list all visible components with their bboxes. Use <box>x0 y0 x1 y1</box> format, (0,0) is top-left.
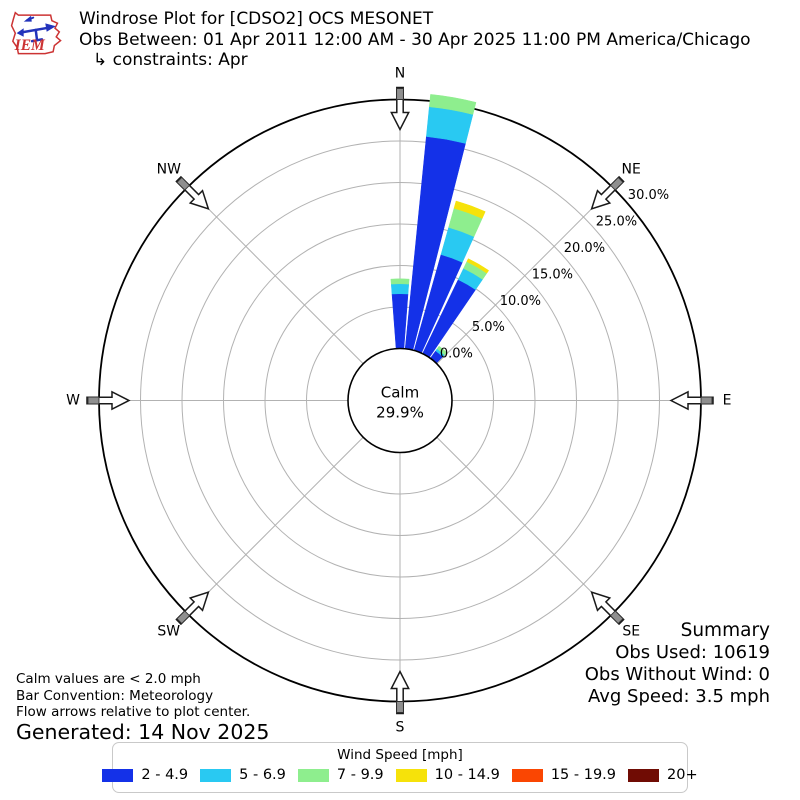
flow-arrow-tail-icon <box>609 176 624 191</box>
legend-label: 2 - 4.9 <box>141 767 189 783</box>
summary-block: Summary Obs Used: 10619 Obs Without Wind… <box>585 620 770 708</box>
flow-arrow-tail-icon <box>176 610 191 625</box>
wind-bar-segment <box>466 258 490 274</box>
flow-arrow-tail-icon <box>396 88 404 100</box>
flow-arrow-tail-icon <box>609 610 624 625</box>
calm-label: Calm <box>381 384 419 402</box>
avg-speed-value: 3.5 mph <box>695 686 770 707</box>
flow-arrow-tail-icon <box>87 396 100 405</box>
legend-swatch-icon <box>200 768 232 782</box>
legend-swatch-icon <box>102 768 134 782</box>
legend-label: 5 - 6.9 <box>239 767 286 783</box>
generated-date: Generated: 14 Nov 2025 <box>16 719 270 744</box>
compass-label-w: W <box>66 393 80 409</box>
summary-row-obs-without-wind: Obs Without Wind: 0 <box>584 664 770 685</box>
legend-swatch-icon <box>511 768 543 782</box>
summary-row-obs-used: Obs Used: 10619 <box>615 642 770 663</box>
obs-range-subtitle: Obs Between: 01 Apr 2011 12:00 AM - 30 A… <box>79 29 751 50</box>
radial-tick-label: 0.0% <box>440 347 473 362</box>
legend-label: 10 - 14.9 <box>434 767 500 783</box>
flow-arrows-note: Flow arrows relative to plot center. <box>16 704 251 720</box>
legend-label: 15 - 19.9 <box>550 767 617 783</box>
grid-spoke <box>186 436 364 614</box>
radial-tick-label: 25.0% <box>596 215 637 230</box>
legend-items-row: 2 - 4.9 5 - 6.9 7 - 9.9 10 - 14.9 15 - 19.9 2… <box>102 767 698 783</box>
legend-swatch-icon <box>628 768 660 782</box>
wind-speed-legend: Wind Speed [mph] 2 - 4.9 5 - 6.9 7 - 9.9 10… <box>102 742 698 793</box>
legend-swatch-icon <box>297 768 329 782</box>
legend-item: 10 - 14.9 <box>395 767 500 783</box>
legend-item: 20+ <box>628 767 698 783</box>
compass-label-n: N <box>395 66 405 82</box>
wind-bar-segment <box>391 293 409 349</box>
header: Windrose Plot for [CDSO2] OCS MESONET Ob… <box>79 9 751 71</box>
page-title: Windrose Plot for [CDSO2] OCS MESONET <box>79 9 434 29</box>
iem-logo: IEM <box>10 11 62 55</box>
summary-title: Summary <box>680 620 770 641</box>
wind-bar-segment <box>436 345 448 356</box>
legend-item: 5 - 6.9 <box>200 767 286 783</box>
flow-arrow-tail-icon <box>176 176 191 191</box>
radial-tick-label: 5.0% <box>472 320 505 335</box>
legend-item: 7 - 9.9 <box>297 767 384 783</box>
wind-bar-segment <box>390 283 410 295</box>
legend-item: 2 - 4.9 <box>102 767 188 783</box>
radial-tick-label: 10.0% <box>500 294 541 309</box>
compass-label-ne: NE <box>622 161 641 177</box>
iem-logo-text: IEM <box>14 37 46 54</box>
grid-spoke <box>186 187 364 365</box>
radial-tick-label: 30.0% <box>628 188 669 203</box>
constraints-line: ↳ constraints: Apr <box>93 50 248 70</box>
compass-label-e: E <box>723 393 732 409</box>
notes-block: Calm values are < 2.0 mph Bar Convention… <box>16 671 270 744</box>
legend-title: Wind Speed [mph] <box>337 747 463 763</box>
radial-tick-label: 15.0% <box>532 267 573 282</box>
legend-swatch-icon <box>395 768 427 782</box>
flow-arrow-tail-icon <box>700 396 713 405</box>
legend-label: 7 - 9.9 <box>336 767 384 783</box>
summary-row-avg-speed: Avg Speed: 3.5 mph <box>587 686 770 707</box>
bar-convention-note: Bar Convention: Meteorology <box>16 687 214 704</box>
wind-bar-segment <box>453 200 486 219</box>
calm-note: Calm values are < 2.0 mph <box>16 671 201 687</box>
legend-label: 20+ <box>667 767 698 783</box>
flow-arrow-tail-icon <box>396 701 404 713</box>
wind-vane-icon <box>16 15 56 43</box>
compass-label-se: SE <box>622 624 640 640</box>
wind-bar-segment <box>429 94 477 115</box>
calm-circle <box>347 347 453 454</box>
compass-label-nw: NW <box>157 161 181 177</box>
grid-spoke <box>436 187 614 365</box>
legend-item: 15 - 19.9 <box>511 767 617 783</box>
compass-label-s: S <box>396 720 405 736</box>
radial-tick-label: 20.0% <box>564 241 605 256</box>
obs-without-wind-value: 0 <box>758 664 770 685</box>
calm-percentage: 29.9% <box>376 404 424 422</box>
obs-used-value: 10619 <box>712 642 770 663</box>
compass-label-sw: SW <box>157 624 180 640</box>
wind-bar-segment <box>390 278 410 285</box>
grid-spoke <box>436 436 614 614</box>
